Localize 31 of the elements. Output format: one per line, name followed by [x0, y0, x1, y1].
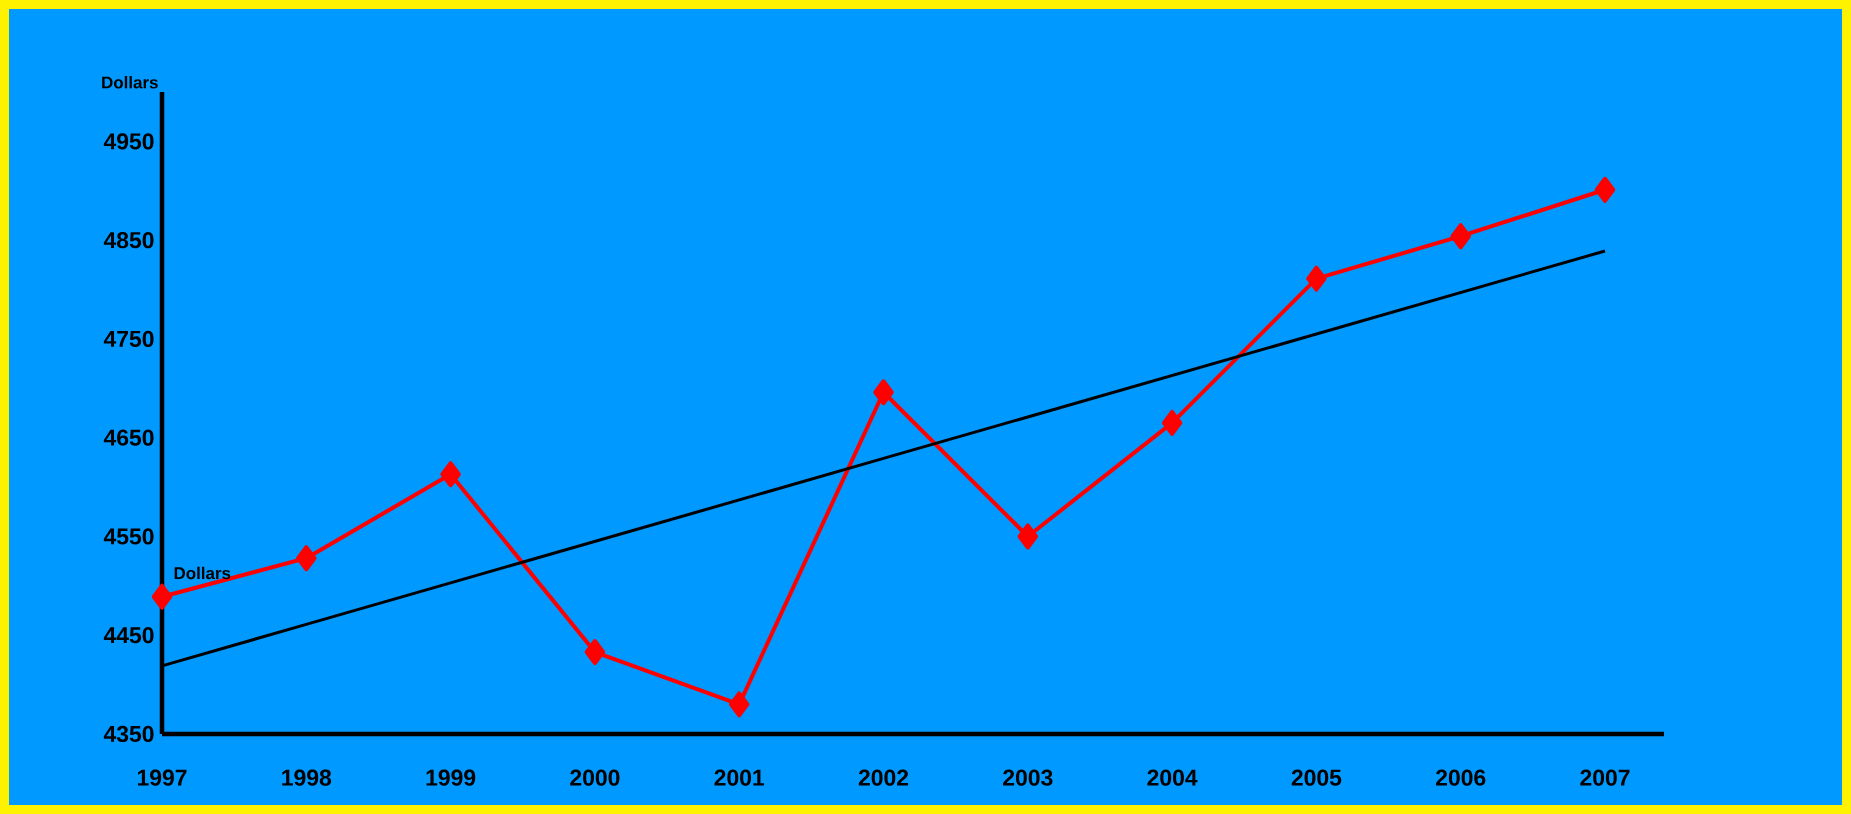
x-tick-label: 1997	[137, 769, 187, 786]
x-tick-label: 2001	[714, 769, 765, 786]
x-tick-label: 2006	[1436, 769, 1486, 786]
x-tick-label: 1999	[426, 769, 476, 786]
point	[440, 461, 461, 488]
x-tick-label: 2000	[570, 769, 620, 786]
series-label: Dollars	[174, 566, 231, 580]
point	[1306, 265, 1327, 292]
point	[873, 379, 894, 406]
point	[584, 639, 606, 666]
point	[1450, 223, 1471, 250]
y-tick-label: 4750	[103, 330, 154, 348]
point	[296, 545, 317, 572]
point	[1017, 523, 1039, 550]
y-tick-label: 4550	[103, 528, 154, 545]
point	[728, 691, 750, 718]
x-tick-label: 2002	[858, 769, 909, 786]
x-tick-label: 2005	[1291, 769, 1342, 786]
x-tick-label: 2003	[1003, 769, 1053, 786]
y-tick-label: 4850	[103, 232, 154, 249]
point	[1161, 409, 1183, 436]
x-tick-label: 1998	[282, 769, 332, 786]
y-tick-label: 4450	[103, 627, 154, 644]
y-tick-label: 4650	[103, 429, 154, 446]
point	[151, 583, 173, 610]
y-axis-title: Dollars	[102, 76, 158, 89]
y-tick-label: 4350	[103, 725, 154, 743]
x-tick-label: 2004	[1147, 769, 1198, 786]
y-tick-label: 4950	[103, 133, 154, 150]
x-tick-label: 2007	[1580, 769, 1630, 786]
point	[1594, 176, 1616, 203]
